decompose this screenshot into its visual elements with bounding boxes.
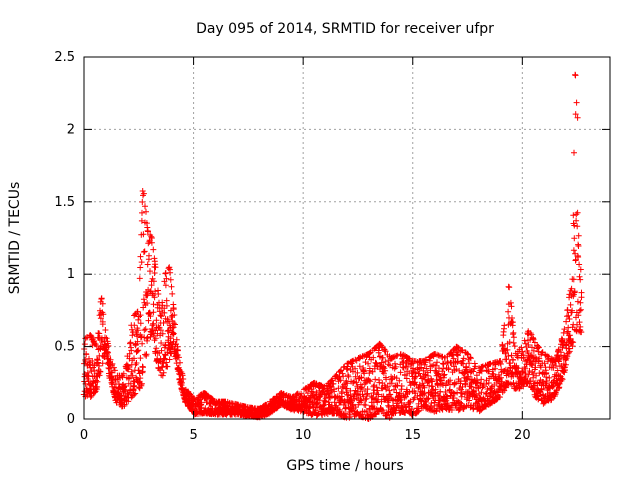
x-tick-label: 0 xyxy=(80,428,88,443)
x-tick-label: 10 xyxy=(295,428,312,443)
y-tick-label: 2.5 xyxy=(54,50,75,65)
x-tick-label: 20 xyxy=(514,428,531,443)
axis-ticks: 0 5 10 15 20 0 0.5 1 1.5 2 2.5 xyxy=(54,50,610,443)
x-axis-label: GPS time / hours xyxy=(286,458,403,474)
x-tick-label: 5 xyxy=(189,428,197,443)
chart-title: Day 095 of 2014, SRMTID for receiver ufp… xyxy=(196,21,494,37)
y-tick-label: 0.5 xyxy=(54,340,75,355)
y-tick-label: 1 xyxy=(67,267,75,282)
y-tick-label: 1.5 xyxy=(54,195,75,210)
data-points xyxy=(80,71,585,422)
series-markers-srmtid xyxy=(80,71,585,422)
plot-frame xyxy=(83,56,611,420)
y-tick-label: 0 xyxy=(67,412,75,427)
y-axis-label: SRMTID / TECUs xyxy=(7,182,23,295)
x-tick-label: 15 xyxy=(404,428,421,443)
grid xyxy=(84,57,610,419)
y-tick-label: 2 xyxy=(67,122,75,137)
